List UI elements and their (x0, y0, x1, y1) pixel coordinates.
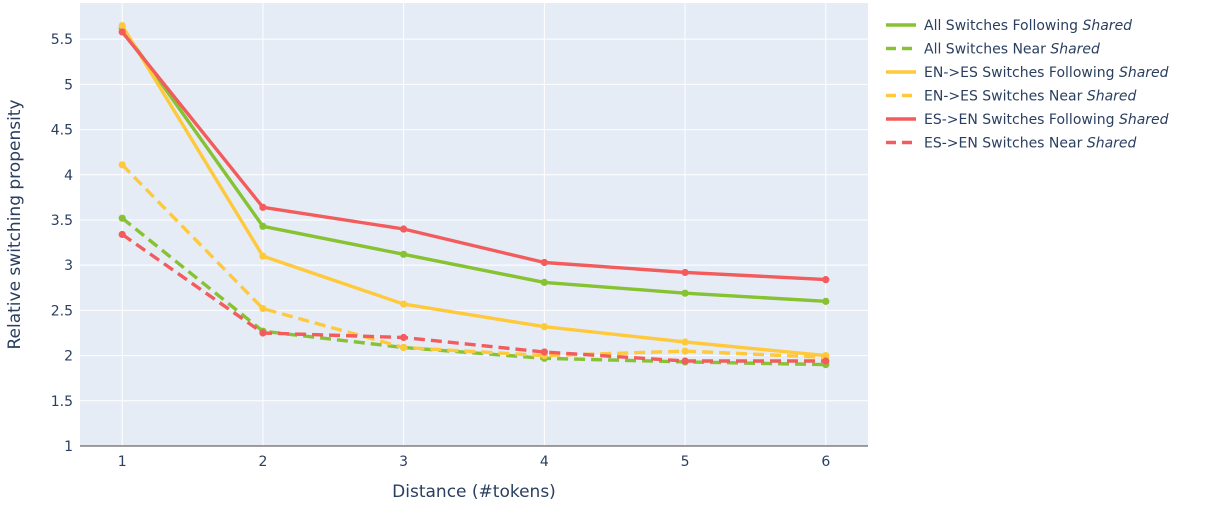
data-point (822, 297, 830, 305)
y-tick-label: 3 (64, 258, 73, 274)
legend-label: EN->ES Switches Following Shared (924, 65, 1169, 81)
series-line (121, 233, 826, 363)
data-point (400, 300, 408, 308)
y-tick-label: 1.5 (51, 394, 73, 410)
x-tick-label: 2 (258, 454, 267, 470)
series-group (118, 22, 830, 369)
legend-item[interactable]: ES->EN Switches Following Shared (886, 112, 1169, 128)
series-6 (118, 230, 830, 365)
legend-label: ES->EN Switches Near Shared (924, 136, 1137, 152)
y-tick-label: 4 (64, 168, 73, 184)
y-tick-label: 2.5 (51, 303, 73, 319)
axes: 1 2 3 4 5 6 1 1.5 2 2.5 3 3.5 4 4.5 5 5.5 (51, 32, 868, 470)
data-point (540, 323, 548, 331)
legend-item[interactable]: EN->ES Switches Near Shared (886, 89, 1137, 105)
legend-item[interactable]: EN->ES Switches Following Shared (886, 65, 1169, 81)
data-point (259, 222, 267, 230)
legend-label: All Switches Following Shared (924, 18, 1132, 34)
series-4 (118, 161, 830, 361)
data-point (400, 333, 408, 342)
legend-label: ES->EN Switches Following Shared (924, 112, 1169, 128)
plot-background (80, 3, 868, 446)
y-tick-label: 5.5 (51, 32, 73, 48)
y-tick-label: 5 (64, 77, 73, 93)
data-point (540, 348, 548, 356)
data-point (400, 225, 408, 233)
data-point (681, 347, 689, 355)
data-point (118, 230, 126, 239)
y-tick-label: 2 (64, 349, 73, 365)
y-axis-title: Relative switching propensity (5, 99, 25, 349)
data-point (400, 250, 408, 258)
data-point (118, 22, 126, 30)
data-point (259, 304, 267, 313)
legend-item[interactable]: ES->EN Switches Near Shared (886, 136, 1137, 152)
legend[interactable]: All Switches Following Shared All Switche… (886, 18, 1169, 152)
legend-item[interactable]: All Switches Following Shared (886, 18, 1132, 34)
data-point (681, 289, 689, 297)
series-line (120, 30, 826, 282)
series-5 (118, 28, 830, 284)
x-tick-label: 6 (821, 454, 830, 470)
x-axis-title: Distance (#tokens) (392, 482, 556, 502)
data-point (400, 343, 408, 352)
data-point (681, 338, 689, 346)
x-tick-label: 4 (540, 454, 549, 470)
data-point (259, 329, 267, 337)
series-line (120, 24, 826, 358)
x-tick-label: 3 (399, 454, 408, 470)
data-point (118, 28, 126, 36)
data-point (681, 268, 689, 277)
y-tick-label: 1 (64, 439, 73, 455)
series-line (120, 163, 826, 360)
data-point (259, 252, 267, 260)
x-tick-label: 5 (681, 454, 690, 470)
x-tick-label: 1 (118, 454, 127, 470)
data-point (822, 276, 830, 284)
legend-item[interactable]: All Switches Near Shared (886, 42, 1100, 58)
data-point (540, 278, 548, 286)
data-point (259, 203, 267, 211)
data-point (822, 357, 830, 365)
data-point (540, 258, 548, 267)
legend-label: EN->ES Switches Near Shared (924, 89, 1137, 105)
data-point (118, 214, 126, 222)
data-point (118, 161, 126, 169)
data-point (681, 357, 689, 365)
series-line (120, 27, 826, 303)
y-tick-label: 3.5 (51, 213, 73, 229)
legend-label: All Switches Near Shared (924, 42, 1100, 58)
y-tick-label: 4.5 (51, 123, 73, 139)
